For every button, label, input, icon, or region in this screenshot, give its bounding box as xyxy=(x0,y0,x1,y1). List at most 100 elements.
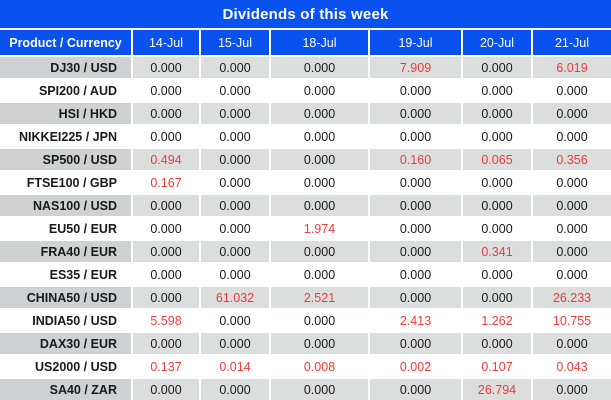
dividend-value-cell: 0.000 xyxy=(133,57,201,78)
dividend-value-cell: 0.000 xyxy=(370,195,463,216)
dividend-value-cell: 5.598 xyxy=(133,310,201,331)
column-header-date: 21-Jul xyxy=(554,35,590,50)
dividend-value-cell: 1.262 xyxy=(463,310,533,331)
table-row: US2000 / USD 0.137 0.014 0.008 0.002 0.107 0.0… xyxy=(0,356,611,379)
product-currency-cell: EU50 / EUR xyxy=(0,218,133,239)
dividend-value-cell: 0.000 xyxy=(370,218,463,239)
dividend-value-cell: 0.000 xyxy=(370,103,463,124)
table-row: NIKKEI225 / JPN 0.000 0.000 0.000 0.000 0.000… xyxy=(0,126,611,149)
dividend-value-cell: 7.909 xyxy=(370,57,463,78)
dividend-value-cell: 1.974 xyxy=(271,218,370,239)
dividend-value-cell: 0.000 xyxy=(201,241,271,262)
dividend-value-cell: 0.000 xyxy=(463,264,533,285)
dividend-value-cell: 26.794 xyxy=(463,379,533,400)
product-currency-cell: CHINA50 / USD xyxy=(0,287,133,308)
dividend-value-cell: 0.000 xyxy=(271,333,370,354)
dividend-value-cell: 0.356 xyxy=(533,149,611,170)
table-row: DJ30 / USD 0.000 0.000 0.000 7.909 0.000 6.019 xyxy=(0,57,611,80)
dividend-value-cell: 0.002 xyxy=(370,356,463,377)
dividend-value-cell: 0.000 xyxy=(133,103,201,124)
dividend-value-cell: 0.000 xyxy=(463,80,533,101)
dividend-value-cell: 0.000 xyxy=(133,195,201,216)
dividend-value-cell: 0.000 xyxy=(201,333,271,354)
dividend-value-cell: 0.000 xyxy=(133,379,201,400)
dividend-value-cell: 0.000 xyxy=(201,379,271,400)
dividend-value-cell: 0.000 xyxy=(533,126,611,147)
table-row: HSI / HKD 0.000 0.000 0.000 0.000 0.000 0.000 xyxy=(0,103,611,126)
table-row: CHINA50 / USD 0.000 61.032 2.521 0.000 0.000 2… xyxy=(0,287,611,310)
column-header-date: 14-Jul xyxy=(133,30,201,55)
dividend-value-cell: 0.000 xyxy=(533,103,611,124)
dividend-value-cell: 0.065 xyxy=(463,149,533,170)
dividend-value-cell: 0.000 xyxy=(370,126,463,147)
column-header-date: 19-Jul xyxy=(370,30,463,55)
table-row: EU50 / EUR 0.000 0.000 1.974 0.000 0.000 0.000 xyxy=(0,218,611,241)
dividend-value-cell: 2.413 xyxy=(370,310,463,331)
dividend-value-cell: 0.000 xyxy=(201,57,271,78)
dividend-value-cell: 0.000 xyxy=(370,333,463,354)
dividend-value-cell: 0.000 xyxy=(133,287,201,308)
table-row: FRA40 / EUR 0.000 0.000 0.000 0.000 0.341 0.00… xyxy=(0,241,611,264)
dividend-value-cell: 0.000 xyxy=(533,241,611,262)
dividend-value-cell: 0.000 xyxy=(201,80,271,101)
dividend-value-cell: 2.521 xyxy=(271,287,370,308)
dividend-value-cell: 0.000 xyxy=(271,172,370,193)
product-currency-cell: SP500 / USD xyxy=(0,149,133,170)
dividend-value-cell: 0.000 xyxy=(533,195,611,216)
table-row: INDIA50 / USD 5.598 0.000 0.000 2.413 1.262 10… xyxy=(0,310,611,333)
dividend-value-cell: 0.000 xyxy=(463,287,533,308)
dividend-value-cell: 0.000 xyxy=(201,149,271,170)
dividend-value-cell: 61.032 xyxy=(201,287,271,308)
dividend-value-cell: 0.000 xyxy=(201,264,271,285)
dividend-value-cell: 0.000 xyxy=(463,333,533,354)
dividend-value-cell: 0.000 xyxy=(370,241,463,262)
product-currency-cell: FTSE100 / GBP xyxy=(0,172,133,193)
dividend-value-cell: 0.000 xyxy=(533,264,611,285)
dividend-value-cell: 0.000 xyxy=(370,379,463,400)
dividend-value-cell: 0.000 xyxy=(271,310,370,331)
product-currency-cell: DAX30 / EUR xyxy=(0,333,133,354)
dividend-value-cell: 0.000 xyxy=(271,379,370,400)
dividend-value-cell: 0.000 xyxy=(463,172,533,193)
dividend-value-cell: 0.014 xyxy=(201,356,271,377)
dividend-value-cell: 0.000 xyxy=(271,57,370,78)
dividend-value-cell: 0.494 xyxy=(133,149,201,170)
dividend-value-cell: 0.000 xyxy=(370,172,463,193)
dividend-value-cell: 0.000 xyxy=(201,172,271,193)
dividend-value-cell: 0.000 xyxy=(533,333,611,354)
product-currency-cell: NAS100 / USD xyxy=(0,195,133,216)
column-header-product-currency: Product / Currency xyxy=(0,30,133,55)
table-row: SPI200 / AUD 0.000 0.000 0.000 0.000 0.000 0.0… xyxy=(0,80,611,103)
column-header-row: Product / Currency 14-Jul 15-Jul 18-Jul 19-J… xyxy=(0,30,611,57)
dividend-value-cell: 0.000 xyxy=(133,264,201,285)
dividend-value-cell: 0.000 xyxy=(533,218,611,239)
dividend-value-cell: 0.000 xyxy=(463,218,533,239)
product-currency-cell: HSI / HKD xyxy=(0,103,133,124)
dividend-value-cell: 0.000 xyxy=(271,195,370,216)
dividend-value-cell: 0.000 xyxy=(463,126,533,147)
dividend-value-cell: 0.167 xyxy=(133,172,201,193)
dividend-value-cell: 0.000 xyxy=(271,103,370,124)
dividend-value-cell: 10.755 xyxy=(533,310,611,331)
dividend-value-cell: 0.043 xyxy=(533,356,611,377)
dividend-value-cell: 0.000 xyxy=(533,80,611,101)
dividend-value-cell: 0.000 xyxy=(463,57,533,78)
table-row: DAX30 / EUR 0.000 0.000 0.000 0.000 0.000 0.00… xyxy=(0,333,611,356)
dividend-value-cell: 0.000 xyxy=(271,80,370,101)
column-header-date: 18-Jul xyxy=(271,30,370,55)
column-header-date: 20-Jul xyxy=(463,30,533,55)
table-body: DJ30 / USD 0.000 0.000 0.000 7.909 0.000 6.019… xyxy=(0,57,611,400)
dividend-value-cell: 0.341 xyxy=(463,241,533,262)
dividend-value-cell: 0.000 xyxy=(133,218,201,239)
dividend-value-cell: 0.160 xyxy=(370,149,463,170)
product-currency-cell: DJ30 / USD xyxy=(0,57,133,78)
table-title: Dividends of this week xyxy=(0,0,611,30)
dividend-value-cell: 0.000 xyxy=(370,287,463,308)
dividend-value-cell: 0.000 xyxy=(271,264,370,285)
product-currency-cell: SA40 / ZAR xyxy=(0,379,133,400)
table-row: ES35 / EUR 0.000 0.000 0.000 0.000 0.000 0.000 xyxy=(0,264,611,287)
dividend-value-cell: 6.019 xyxy=(533,57,611,78)
dividend-value-cell: 0.000 xyxy=(201,103,271,124)
dividend-value-cell: 0.137 xyxy=(133,356,201,377)
product-currency-cell: SPI200 / AUD xyxy=(0,80,133,101)
